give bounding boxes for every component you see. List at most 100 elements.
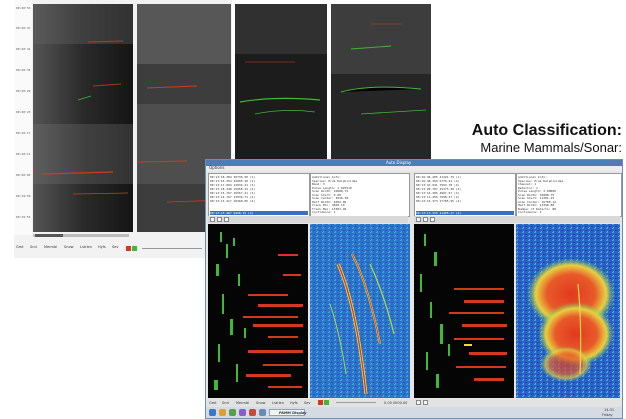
list-item[interactable]: 00:13:18.384 30736.50 (1): [210, 175, 256, 179]
auto-display-window: Auto Display Options 00:13:18.384 30736.…: [205, 159, 623, 419]
prev-button[interactable]: [210, 217, 215, 222]
list-item[interactable]: 00:13:13.417 10468.05 (4): [210, 199, 256, 203]
time-tick: 00:20:11: [16, 152, 31, 156]
detail-line: Channel: 1: [518, 182, 537, 186]
play-button[interactable]: [430, 217, 435, 222]
time-tick: 00:20:53: [16, 6, 31, 10]
color-swatch-red[interactable]: [126, 246, 131, 251]
folder-icon[interactable]: [219, 409, 226, 416]
tab-lstrlen[interactable]: Lstrlen: [272, 401, 284, 405]
detail-line: Species: Prob Delphinidae: [518, 178, 564, 183]
detail-line: Half Width: 4002.06: [312, 199, 347, 204]
color-swatch-green[interactable]: [324, 400, 329, 405]
horizontal-scrollbar[interactable]: [33, 234, 129, 237]
color-swatch-green[interactable]: [132, 246, 137, 251]
spectrogram-graphic: [310, 224, 410, 398]
list-item[interactable]: 00:16:46.205 41321.79 (1): [416, 175, 462, 179]
time-axis: 00:20:53 00:20:47 00:20:41 00:20:35 00:2…: [14, 0, 32, 235]
list-item-selected[interactable]: 00:13:13.315 11405.17 (4): [416, 211, 514, 215]
left-details-panel: Additional Info: Species: Prob Delphinid…: [310, 173, 410, 217]
detail-line: Scan Center: 3036.38: [312, 196, 349, 200]
detail-line: Scan Start: 0.00: [312, 192, 341, 197]
list-item[interactable]: 00:13:15.767 16557.41 (4): [210, 191, 256, 195]
app-icon[interactable]: [249, 409, 256, 416]
spectrogram-graphic: [214, 232, 303, 390]
time-tick: 00:19:53: [16, 215, 31, 219]
auto-classification-title: Auto Classification:: [471, 122, 622, 139]
list-item[interactable]: 00:16:38.369 6776.21 (4): [416, 179, 460, 183]
color-swatch-red[interactable]: [318, 400, 323, 405]
tab-hyfs[interactable]: Hyfs: [98, 245, 106, 249]
spectrogram-panel-3[interactable]: [235, 4, 327, 164]
tab-sev[interactable]: Sev: [304, 401, 311, 405]
scrollbar-thumb[interactable]: [35, 234, 63, 237]
tab-snow[interactable]: Snow: [256, 401, 266, 405]
spectrogram-graphic: [516, 224, 620, 398]
list-item[interactable]: 00:13:13.456 7998.27 (4): [416, 195, 460, 199]
tab-lstrlen[interactable]: Lstrlen: [80, 245, 92, 249]
front-tab-bar: Gmt Snd Mermbl Snow Lstrlen Hyfs Sev 0.0…: [206, 399, 622, 407]
spectrogram-graphic: [235, 4, 327, 164]
list-item[interactable]: 00:13:18.348 15958.23 (4): [210, 187, 256, 191]
tab-gmt[interactable]: Gmt: [209, 401, 217, 405]
list-item[interactable]: 00:13:47.941 7963.78 (4): [416, 183, 460, 187]
detail-line: Half Width: 13398.88: [518, 203, 555, 207]
tab-mermbl[interactable]: Mermbl: [44, 245, 58, 249]
app-icon[interactable]: [239, 409, 246, 416]
spectrogram-panel-4[interactable]: [331, 4, 431, 164]
list-item[interactable]: 00:13:16.285 4907.67 (4): [416, 191, 460, 195]
spectrogram-graphic: [420, 234, 507, 388]
list-item[interactable]: 00:13:16.354 22095.48 (1): [210, 179, 256, 183]
left-detection-list[interactable]: 00:13:18.384 30736.50 (1) 00:13:16.354 2…: [208, 173, 310, 217]
detail-line: Species: Prob Delphinidae: [312, 178, 358, 183]
prev-button[interactable]: [416, 217, 421, 222]
detail-line: Detector: 1: [518, 185, 538, 190]
menu-bar: Options: [206, 165, 622, 171]
time-tick: 00:20:47: [16, 26, 31, 30]
tab-hyfs[interactable]: Hyfs: [290, 401, 298, 405]
start-icon[interactable]: [209, 409, 216, 416]
list-item[interactable]: 00:13:14.767 13936.71 (4): [210, 195, 256, 199]
slider-track[interactable]: [336, 402, 376, 403]
tab-mermbl[interactable]: Mermbl: [236, 401, 250, 405]
time-tick: 00:20:29: [16, 89, 31, 93]
detail-line: Confidence: 1: [518, 210, 542, 214]
spectrogram-panel-2[interactable]: [137, 4, 231, 232]
app-icon[interactable]: [259, 409, 266, 416]
tab-snow[interactable]: Snow: [64, 245, 74, 249]
tab-gmt[interactable]: Gmt: [16, 245, 24, 249]
app-icon[interactable]: [229, 409, 236, 416]
play-button[interactable]: [224, 217, 229, 222]
sonar-spectrogram-left[interactable]: [310, 224, 410, 398]
detail-line: Scan Start: 11381.25: [518, 196, 555, 200]
detail-line: Scan Center: 16788.12: [518, 199, 556, 204]
right-detection-list[interactable]: 00:16:46.205 41321.79 (1) 00:16:38.369 6…: [414, 173, 516, 217]
list-item-selected[interactable]: 00:13:13.487 9468.15 (4): [210, 211, 308, 215]
toolbar-button[interactable]: [416, 400, 421, 405]
right-control-strip: [414, 216, 620, 223]
time-tick: 00:20:17: [16, 131, 31, 135]
tab-snd[interactable]: Snd: [222, 401, 229, 405]
spectrogram-graphic: [137, 4, 231, 232]
tab-snd[interactable]: Snd: [30, 245, 37, 249]
detail-line: Pulse Length: 1.025519: [312, 185, 352, 190]
menu-options[interactable]: Options: [209, 165, 225, 170]
detection-spectrogram-left[interactable]: [208, 224, 308, 398]
tab-sev[interactable]: Sev: [112, 245, 119, 249]
list-item[interactable]: 00:13:20.707 15375.38 (4): [416, 187, 462, 191]
sonar-spectrogram-right[interactable]: [516, 224, 620, 398]
spectrogram-panel-1[interactable]: [33, 4, 133, 232]
detection-spectrogram-right[interactable]: [414, 224, 514, 398]
list-item[interactable]: 00:13:16.373 17785.95 (4): [416, 199, 462, 203]
taskbar-window-button[interactable]: PAMM Display: [269, 409, 307, 416]
toolbar-button[interactable]: [423, 400, 428, 405]
time-tick: 00:20:35: [16, 68, 31, 72]
window-titlebar[interactable]: Auto Display: [206, 160, 622, 166]
left-control-strip: [208, 216, 408, 223]
detail-line: Scan Width: 16888.75: [518, 192, 555, 197]
list-item[interactable]: 00:13:17.094 14034.41 (4): [210, 183, 256, 187]
next-button[interactable]: [423, 217, 428, 222]
next-button[interactable]: [217, 217, 222, 222]
slider-track[interactable]: [142, 248, 202, 249]
value-readout: 0.00 0000.00: [384, 401, 408, 405]
